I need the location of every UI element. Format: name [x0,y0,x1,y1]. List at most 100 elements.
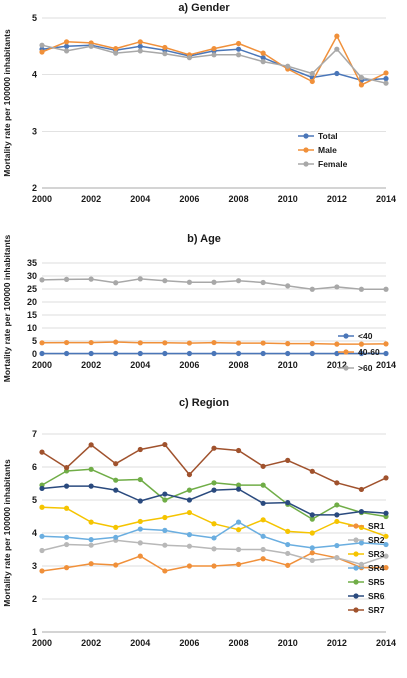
x-tick-label: 2004 [130,194,150,204]
data-point-sr1 [211,563,217,569]
data-point-total [260,55,266,61]
data-point-sr3 [211,521,217,527]
legend-marker [343,333,349,339]
data-point-sr2 [383,553,389,559]
data-point-male [260,50,266,56]
data-point-sr3 [137,518,143,525]
data-point-sr2 [39,547,45,554]
data-point-sr3 [285,528,291,534]
data-point-sr4 [39,533,45,539]
data-point-sr5 [186,487,193,493]
data-point->60 [260,279,266,286]
y-tick-label: 0 [32,349,37,359]
data-point-sr1 [39,568,45,574]
data-point-sr6 [358,508,365,515]
data-point-sr1 [186,563,193,569]
data-point-sr4 [211,535,217,541]
data-point->60 [162,278,168,284]
data-point-female [285,63,291,69]
data-point-female [383,80,389,86]
data-point-sr5 [334,502,340,508]
data-point-female [309,70,315,77]
x-tick-label: 2014 [376,194,396,204]
data-point-sr6 [162,491,168,497]
data-point-sr4 [285,541,291,548]
data-point-40-60 [63,339,70,346]
x-tick-label: 2008 [229,194,249,204]
data-point-sr2 [235,546,242,553]
data-point-sr1 [137,553,143,559]
data-point->60 [63,276,70,282]
x-tick-label: 2000 [32,194,52,204]
y-tick-label: 5 [32,13,37,23]
data-point-<40 [113,350,119,357]
data-point-<40 [162,350,168,357]
data-point-<40 [88,350,94,357]
legend-label: SR1 [368,521,385,531]
data-point-sr6 [137,498,143,504]
y-tick-label: 4 [32,70,37,80]
x-tick-label: 2010 [278,194,298,204]
data-point-total [334,70,340,77]
data-point-sr5 [137,476,143,483]
data-point-sr2 [162,542,168,548]
legend-label: Male [318,145,337,155]
data-point-40-60 [260,340,266,346]
legend-label: >60 [358,363,373,373]
data-point-sr3 [235,527,242,533]
data-point-female [162,51,168,57]
x-tick-label: 2008 [229,638,249,648]
data-point-female [63,48,70,54]
x-tick-label: 2000 [32,638,52,648]
data-point-sr3 [113,524,119,530]
data-point-40-60 [211,339,217,346]
data-point-sr3 [309,530,315,536]
legend-marker [353,551,359,557]
data-point-sr4 [260,533,266,539]
data-point-sr7 [235,447,242,454]
data-point-female [235,52,242,58]
y-tick-label: 7 [32,429,37,439]
y-tick-label: 25 [27,284,37,294]
data-point-sr7 [113,461,119,467]
x-tick-label: 2002 [81,194,101,204]
data-point-40-60 [383,341,389,347]
y-tick-label: 20 [27,297,37,307]
data-point-sr6 [186,497,193,503]
y-tick-label: 3 [32,561,37,571]
data-point-sr2 [309,557,315,563]
data-point-sr7 [186,471,193,478]
data-point->60 [334,284,340,290]
data-point-total [235,46,242,52]
data-point-sr3 [260,517,266,523]
x-tick-label: 2006 [179,360,199,370]
data-point->60 [309,286,315,292]
data-point-sr2 [334,555,340,561]
data-point-sr5 [235,482,242,488]
data-point->60 [285,283,291,289]
data-point-sr6 [235,486,242,492]
data-point-sr7 [358,486,365,493]
data-point-sr2 [88,542,94,548]
data-point-male [334,33,340,39]
legend-marker [353,565,359,571]
data-point-<40 [285,350,291,357]
data-point->60 [39,277,45,283]
data-point-male [235,40,242,47]
x-tick-label: 2014 [376,638,396,648]
data-point-sr1 [162,568,168,574]
data-point-sr7 [162,441,168,448]
data-point-sr3 [334,518,340,525]
y-tick-label: 5 [32,495,37,505]
data-point-sr6 [63,483,70,489]
data-point-sr3 [88,519,94,525]
data-point-sr4 [383,541,389,548]
data-point-sr7 [137,446,143,453]
data-point-40-60 [113,339,119,345]
data-point-40-60 [137,340,143,346]
chart-title: a) Gender [178,2,230,14]
data-point-sr6 [211,487,217,493]
data-point-<40 [137,350,143,357]
data-point-sr1 [383,565,389,571]
